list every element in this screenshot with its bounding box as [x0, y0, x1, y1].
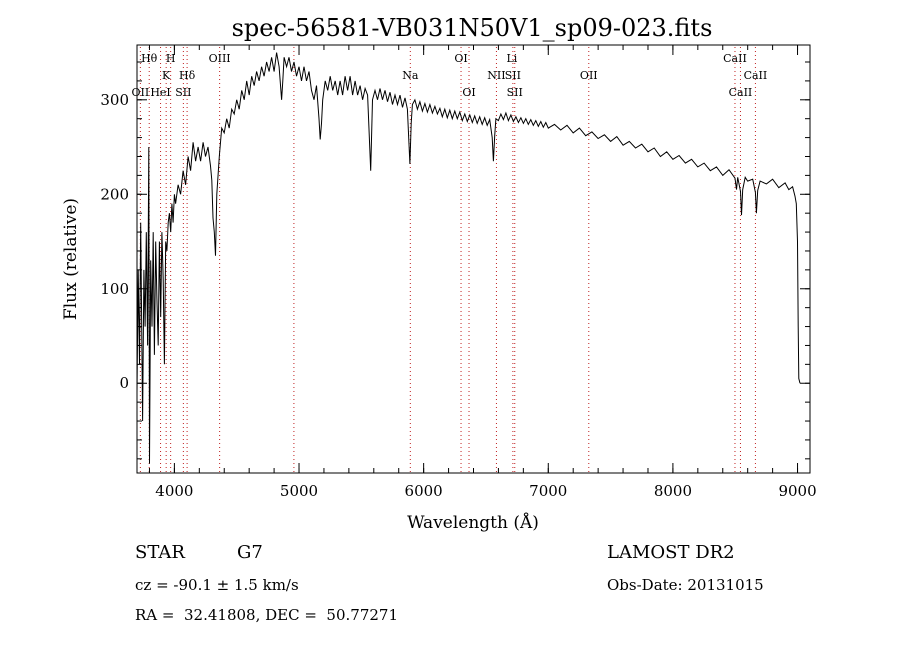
line-marker-label: CaII [744, 69, 768, 82]
line-marker-label: OIII [209, 52, 231, 65]
spectrum-plot [136, 52, 801, 464]
line-marker-label: OII [132, 86, 150, 99]
line-marker-label: Li [506, 52, 517, 65]
line-marker-label: SII [507, 86, 523, 99]
redshift-value: cz = -90.1 ± 1.5 km/s [135, 576, 299, 594]
x-tick-label: 7000 [529, 482, 567, 500]
obs-date: Obs-Date: 20131015 [607, 576, 764, 594]
y-tick-label: 300 [100, 91, 129, 109]
line-marker-label: CaII [729, 86, 753, 99]
line-marker-label: Hθ [141, 52, 158, 65]
axis-ticks: 4000 5000 6000 7000 8000 9000 0 100 200 300 [100, 45, 817, 500]
line-marker-label: NII [487, 69, 505, 82]
x-tick-label: 6000 [405, 482, 443, 500]
y-tick-label: 0 [119, 374, 129, 392]
line-marker-label: K [162, 69, 171, 82]
emission-line-guides [139, 47, 756, 473]
object-subclass: G7 [237, 542, 263, 563]
chart-title: spec-56581-VB031N50V1_sp09-023.fits [232, 14, 713, 42]
x-axis-title: Wavelength (Å) [407, 512, 539, 533]
spectrum-line [136, 52, 801, 464]
line-marker-label: SII [505, 69, 521, 82]
line-marker-label: OII [580, 69, 598, 82]
line-marker-label: H [166, 52, 176, 65]
line-marker-label: OI [462, 86, 475, 99]
line-marker-label: SII [175, 86, 191, 99]
x-tick-label: 9000 [778, 482, 816, 500]
x-tick-label: 5000 [280, 482, 318, 500]
line-marker-label: Hδ [179, 69, 196, 82]
plot-frame [136, 44, 811, 474]
survey-name: LAMOST DR2 [607, 542, 735, 563]
info-block: STAR G7 LAMOST DR2 cz = -90.1 ± 1.5 km/s… [135, 542, 764, 624]
y-axis-title: Flux (relative) [61, 198, 81, 320]
object-class: STAR [135, 542, 185, 563]
x-tick-label: 4000 [155, 482, 193, 500]
line-marker-label: OI [454, 52, 467, 65]
line-marker-label: CaII [723, 52, 747, 65]
y-tick-label: 100 [100, 280, 129, 298]
y-tick-label: 200 [100, 185, 129, 203]
line-marker-label: Na [402, 69, 419, 82]
x-tick-label: 8000 [654, 482, 692, 500]
line-marker-label: HeI [150, 86, 170, 99]
coordinates: RA = 32.41808, DEC = 50.77271 [135, 606, 398, 624]
